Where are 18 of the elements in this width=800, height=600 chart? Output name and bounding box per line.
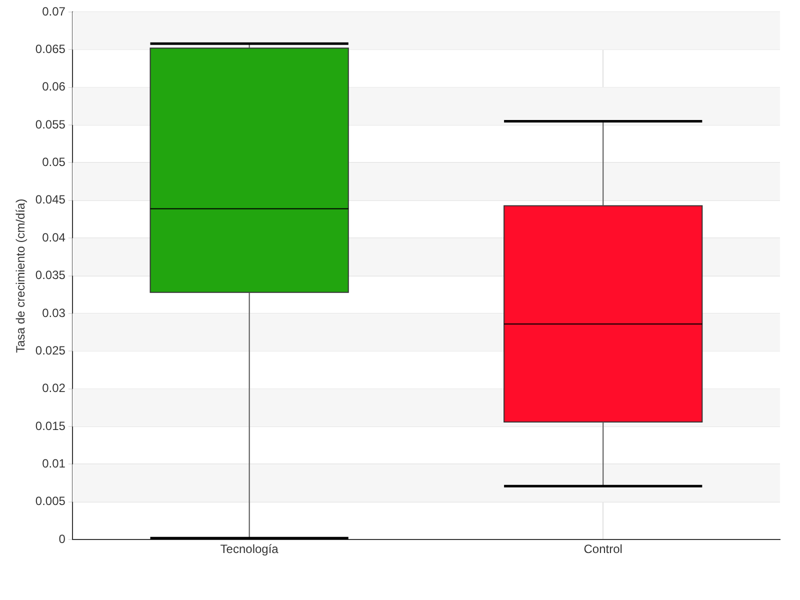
x-tick-label: Control <box>584 542 622 556</box>
y-tick-label: 0.035 <box>35 268 66 282</box>
y-tick-label: 0.01 <box>42 456 66 471</box>
y-tick-label: 0.03 <box>42 306 66 320</box>
y-tick-label: 0.065 <box>35 42 66 56</box>
y-tick-label: 0.055 <box>35 117 66 132</box>
y-tick-label: 0.05 <box>42 155 66 170</box>
y-tick-label: 0.06 <box>42 80 66 94</box>
y-tick-label: 0.02 <box>42 381 66 396</box>
y-tick-label: 0.07 <box>42 4 66 18</box>
y-axis-title: Tasa de crecimiento (cm/día) <box>14 198 28 353</box>
y-tick-label: 0.015 <box>35 418 66 433</box>
y-tick-label: 0.025 <box>35 343 66 358</box>
y-tick-label: 0.04 <box>42 230 66 244</box>
y-tick-label: 0.005 <box>35 494 66 508</box>
y-tick-label: 0 <box>58 532 66 546</box>
x-tick-label: Tecnología <box>220 542 279 556</box>
y-tick-label: 0.045 <box>35 192 66 207</box>
